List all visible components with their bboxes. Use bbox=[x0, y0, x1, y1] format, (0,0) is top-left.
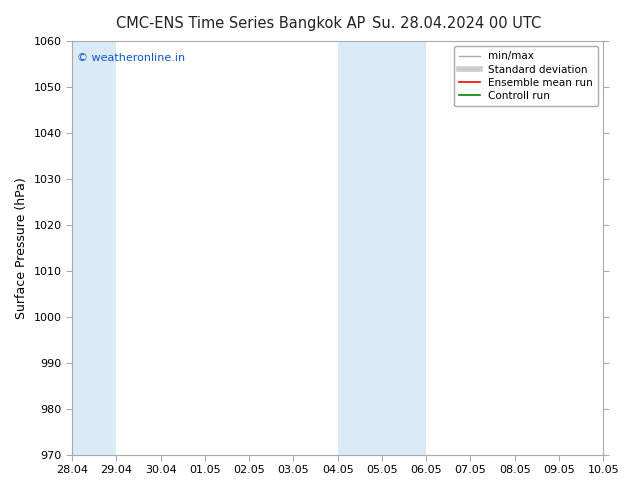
Text: CMC-ENS Time Series Bangkok AP: CMC-ENS Time Series Bangkok AP bbox=[116, 16, 366, 31]
Legend: min/max, Standard deviation, Ensemble mean run, Controll run: min/max, Standard deviation, Ensemble me… bbox=[454, 46, 598, 106]
Bar bbox=[72, 41, 117, 455]
Text: Su. 28.04.2024 00 UTC: Su. 28.04.2024 00 UTC bbox=[372, 16, 541, 31]
Text: © weatheronline.in: © weatheronline.in bbox=[77, 53, 186, 64]
Y-axis label: Surface Pressure (hPa): Surface Pressure (hPa) bbox=[15, 177, 28, 318]
Bar bbox=[338, 41, 426, 455]
